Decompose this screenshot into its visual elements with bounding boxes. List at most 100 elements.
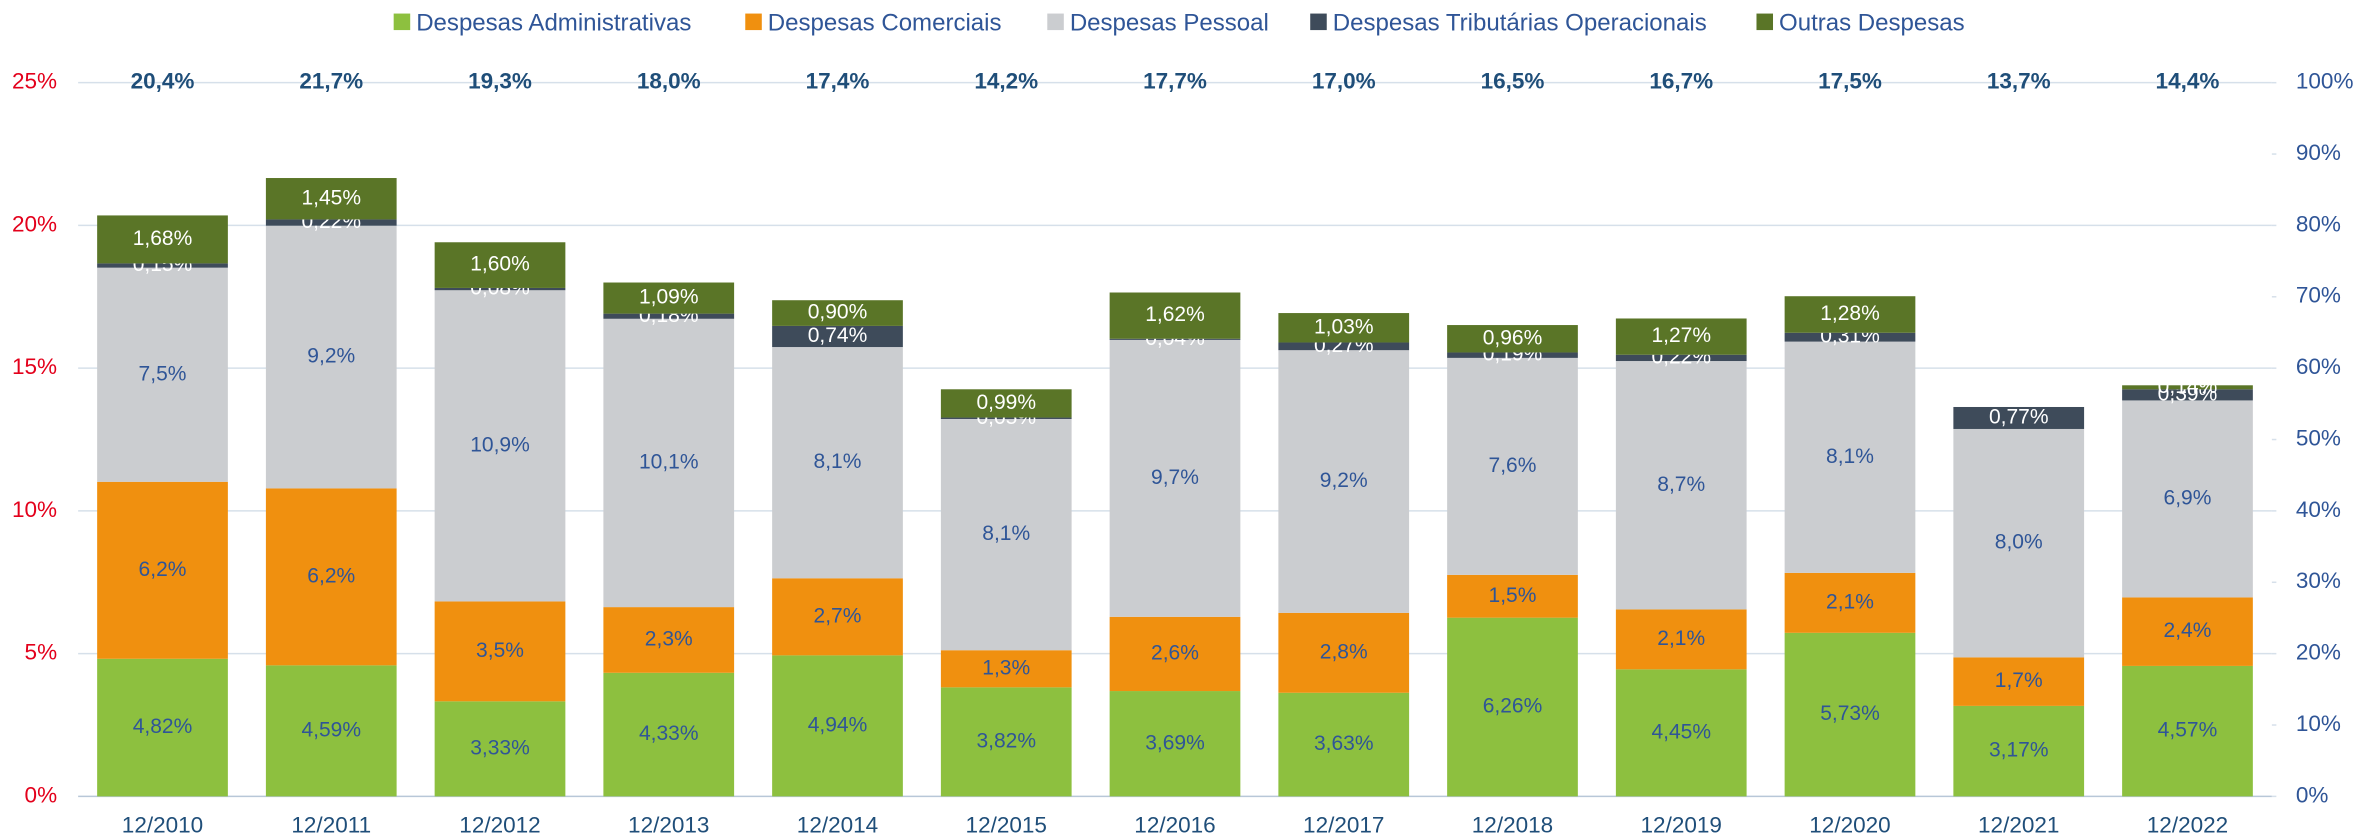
bar-segment xyxy=(265,219,397,226)
bar-segment xyxy=(1953,406,2085,429)
bar-segment xyxy=(1953,657,2085,706)
legend-label: Outras Despesas xyxy=(1779,9,1965,36)
bar-segment xyxy=(97,267,228,482)
bar-segment xyxy=(1447,325,1578,353)
bar-segment xyxy=(2122,385,2253,390)
bar-segment xyxy=(1278,350,1410,613)
value-label: 6,2% xyxy=(139,558,187,581)
bar-segment xyxy=(1784,332,1916,342)
total-label: 17,7% xyxy=(1143,69,1207,94)
y-tick-label: 15% xyxy=(12,354,57,379)
bar-segment xyxy=(940,389,1072,418)
bar-segment xyxy=(603,672,735,797)
x-tick-label: 12/2011 xyxy=(291,812,371,837)
total-label: 20,4% xyxy=(131,69,195,94)
bar-segment xyxy=(1615,318,1747,355)
x-tick-label: 12/2022 xyxy=(2147,812,2228,837)
bar-segment xyxy=(434,290,566,602)
total-label: 16,7% xyxy=(1649,69,1713,94)
bar-segment xyxy=(940,650,1072,688)
bar-segment xyxy=(603,282,735,314)
value-label: 1,68% xyxy=(133,227,193,250)
value-label: 8,0% xyxy=(1995,531,2043,554)
x-tick-label: 12/2014 xyxy=(797,812,878,837)
bar-segment xyxy=(97,263,228,268)
legend-label: Despesas Comerciais xyxy=(768,9,1002,36)
value-label: 4,45% xyxy=(1651,720,1711,743)
legend-swatch xyxy=(745,13,762,31)
bar-segment xyxy=(1447,574,1578,618)
bar-segment xyxy=(1109,292,1241,339)
value-label: 7,5% xyxy=(139,362,187,385)
bar-segment xyxy=(1109,339,1241,617)
value-label: 0,90% xyxy=(808,301,868,324)
x-tick-label: 12/2019 xyxy=(1641,812,1722,837)
bar-segment xyxy=(265,225,397,489)
total-label: 16,5% xyxy=(1481,69,1545,94)
value-label: 1,60% xyxy=(470,253,530,276)
bar-segment xyxy=(772,655,903,797)
value-label: 8,1% xyxy=(1826,445,1874,468)
bar-segment xyxy=(1278,342,1410,351)
value-label: 9,7% xyxy=(1151,466,1199,489)
total-label: 14,2% xyxy=(974,69,1038,94)
value-label: 3,82% xyxy=(976,729,1036,752)
bar-segment xyxy=(1784,632,1916,797)
value-label: 1,7% xyxy=(1995,669,2043,692)
value-label: 3,17% xyxy=(1989,739,2049,762)
value-label: 3,69% xyxy=(1145,731,1205,754)
bar-segment xyxy=(2122,389,2253,401)
legend-swatch xyxy=(1756,13,1774,31)
bar-segment xyxy=(1784,341,1916,573)
y2-tick-label: 0% xyxy=(2296,782,2329,807)
bar-segment xyxy=(1615,669,1747,797)
x-tick-label: 12/2018 xyxy=(1472,812,1553,837)
bar-segment xyxy=(265,488,397,666)
y2-tick-label: 70% xyxy=(2296,283,2341,308)
total-label: 17,4% xyxy=(806,69,870,94)
total-label: 17,0% xyxy=(1312,69,1376,94)
value-label: 9,2% xyxy=(1320,469,1368,492)
bar-segment xyxy=(434,287,566,291)
bar-segment xyxy=(1784,296,1916,333)
bar-segment xyxy=(1953,428,2085,658)
legend-swatch xyxy=(393,13,411,31)
bar-segment xyxy=(434,601,566,702)
legend-label: Despesas Tributárias Operacionais xyxy=(1333,9,1707,36)
bar-segment xyxy=(2122,597,2253,666)
value-label: 3,33% xyxy=(470,736,530,759)
y-tick-label: 10% xyxy=(12,497,57,522)
total-label: 17,5% xyxy=(1818,69,1882,94)
total-label: 18,0% xyxy=(637,69,701,94)
value-label: 4,57% xyxy=(2158,719,2218,742)
y2-tick-label: 10% xyxy=(2296,711,2341,736)
total-label: 13,7% xyxy=(1987,69,2051,94)
bar-segment xyxy=(97,481,228,659)
value-label: 0,74% xyxy=(808,324,868,347)
value-label: 2,4% xyxy=(2164,619,2212,642)
value-label: 2,6% xyxy=(1151,641,1199,664)
value-label: 4,82% xyxy=(133,715,193,738)
y2-tick-label: 60% xyxy=(2296,354,2341,379)
bar-segment xyxy=(1615,609,1747,670)
bar-segment xyxy=(772,578,903,656)
total-label: 19,3% xyxy=(468,69,532,94)
bar-segment xyxy=(1109,616,1241,692)
value-label: 8,1% xyxy=(814,450,862,473)
bar-segment xyxy=(265,178,397,220)
bar-segment xyxy=(603,607,735,673)
value-label: 2,3% xyxy=(645,628,693,651)
value-label: 1,28% xyxy=(1820,302,1880,325)
value-label: 8,1% xyxy=(982,522,1030,545)
value-label: 6,9% xyxy=(2164,486,2212,509)
bar-segment xyxy=(940,687,1072,797)
y-tick-label: 20% xyxy=(12,211,57,236)
legend-swatch xyxy=(1310,13,1327,31)
value-label: 0,99% xyxy=(976,391,1036,414)
bar-segment xyxy=(1278,692,1410,797)
bar-segment xyxy=(940,417,1072,419)
bar-segment xyxy=(97,215,228,264)
value-label: 2,8% xyxy=(1320,640,1368,663)
x-tick-label: 12/2017 xyxy=(1303,812,1384,837)
